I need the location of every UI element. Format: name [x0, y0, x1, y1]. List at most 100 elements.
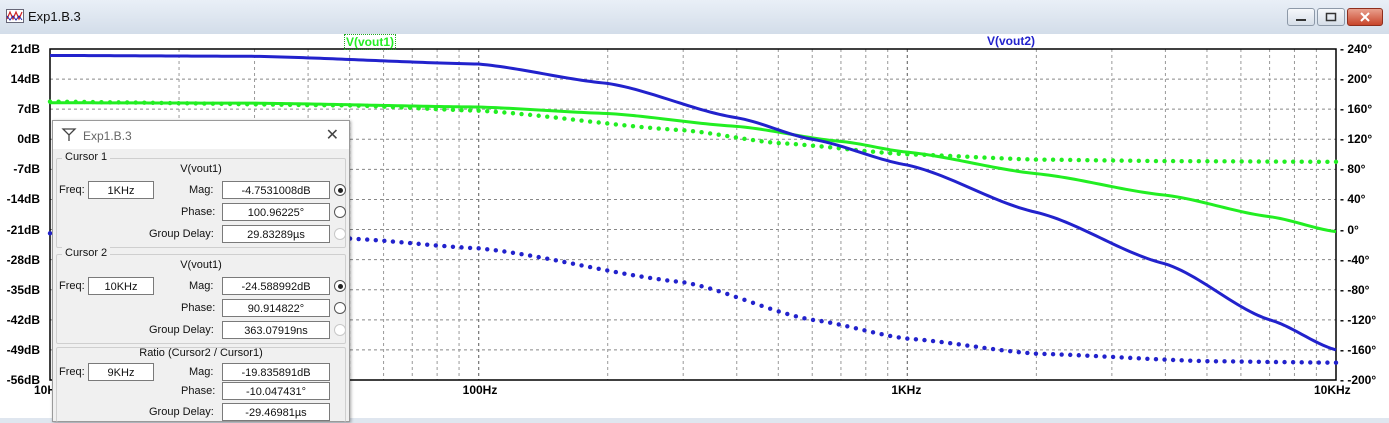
cursor2-trace: V(vout1): [180, 259, 222, 271]
trace-3-phase-point: [562, 259, 567, 265]
trace-1-phase-point: [73, 99, 78, 105]
trace-1-phase-point: [656, 126, 661, 131]
trace-1-phase-point: [605, 121, 610, 126]
trace-3-phase-point: [527, 253, 533, 258]
trace-3-phase-point: [716, 289, 721, 294]
maximize-button[interactable]: [1317, 8, 1345, 26]
trace-3-phase-point: [519, 251, 524, 257]
cursor1-gd-field[interactable]: 29.83289µs: [222, 225, 330, 243]
trace-3-phase-point: [433, 243, 438, 248]
cursor1-freq-field[interactable]: 1KHz: [88, 181, 154, 199]
trace-1-phase-point: [690, 128, 696, 134]
trace-1-phase-point: [1016, 156, 1021, 162]
trace-1-phase-point: [596, 120, 601, 125]
cursor2-group: Cursor 2 V(vout1) Freq: 10KHz Mag: -24.5…: [56, 247, 346, 344]
trace-3-phase-point: [1273, 359, 1279, 365]
trace-3-phase-point: [742, 297, 747, 303]
cursor1-gd-radio[interactable]: [334, 228, 346, 240]
trace-3-phase-point: [442, 243, 447, 249]
trace-3-phase-point: [1162, 357, 1167, 362]
trace-1-phase-point: [425, 106, 430, 111]
right-axis-tick-label: - 40°: [1340, 192, 1366, 207]
trace-1-phase-point: [416, 106, 421, 111]
trace-3-phase-point: [407, 240, 413, 246]
dialog-close-icon[interactable]: ✕: [325, 127, 339, 144]
trace-1-phase-point: [922, 152, 927, 158]
trace-1-phase-point: [399, 105, 404, 110]
cursor2-mag-radio[interactable]: [334, 280, 346, 292]
dialog-titlebar[interactable]: Exp1.B.3 ✕: [53, 121, 349, 149]
trace-1-phase-point: [1333, 159, 1339, 165]
minimize-button[interactable]: [1287, 8, 1315, 26]
cursor1-mag-field[interactable]: -4.7531008dB: [222, 181, 330, 199]
trace-1-phase-point: [365, 103, 370, 109]
trace-1-phase-point: [1188, 158, 1193, 164]
trace-1-phase-point: [1308, 159, 1313, 164]
cursor2-freq-field[interactable]: 10KHz: [88, 277, 154, 295]
trace-1-phase-point: [1248, 159, 1253, 164]
trace-3-phase-point: [459, 245, 464, 250]
ratio-mag-field[interactable]: -19.835891dB: [222, 363, 330, 381]
left-axis-tick-label: -56dB: [6, 373, 40, 387]
trace-3-phase-point: [793, 314, 799, 319]
left-axis-tick-label: 7dB: [17, 102, 40, 117]
trace-3-phase-point: [1213, 359, 1219, 364]
trace-3-phase-point: [1188, 358, 1193, 363]
cursor1-mag-radio[interactable]: [334, 184, 346, 196]
trace-3-phase-point: [939, 339, 944, 345]
cursor2-phase-field[interactable]: 90.914822°: [222, 299, 330, 317]
trace-1-phase-point: [279, 102, 284, 107]
trace-2-magnitude-line[interactable]: [49, 53, 1337, 352]
trace-1-phase-point: [502, 110, 507, 115]
ratio-freq-field[interactable]: 9KHz: [88, 363, 154, 381]
cursor2-mag-label: Mag:: [189, 280, 214, 292]
trace-1-phase-point: [493, 109, 499, 115]
ratio-phase-field[interactable]: -10.047431°: [222, 382, 330, 400]
trace-1-phase-point: [1076, 157, 1082, 163]
right-axis-tick-label: - -80°: [1340, 282, 1370, 297]
trace-1-phase-point: [202, 101, 207, 106]
x-axis-tick-label: 100Hz: [462, 383, 498, 397]
trace-3-phase-point: [913, 337, 919, 342]
trace-1-phase-point: [999, 156, 1004, 161]
trace-3-phase-point: [425, 242, 430, 247]
trace-1-phase-point: [545, 114, 550, 119]
trace-3-phase-point: [1316, 360, 1322, 365]
trace-label-vout1[interactable]: V(vout1): [344, 34, 396, 50]
trace-3-phase-point: [810, 317, 816, 323]
trace-1-phase-point: [1265, 159, 1270, 164]
trace-1-phase-point: [124, 100, 130, 105]
ratio-gd-field[interactable]: -29.46981µs: [222, 403, 330, 421]
trace-3-phase-point: [785, 311, 790, 317]
trace-1-phase-point: [184, 101, 190, 106]
trace-1-phase-point: [570, 117, 576, 122]
cursor1-trace: V(vout1): [180, 163, 222, 175]
trace-1-phase-point: [1162, 158, 1167, 164]
trace-3-phase-point: [1093, 353, 1099, 359]
cursor2-mag-field[interactable]: -24.588992dB: [222, 277, 330, 295]
window-titlebar[interactable]: Exp1.B.3: [0, 0, 1389, 35]
cursor2-phase-radio[interactable]: [334, 302, 346, 314]
trace-1-phase-point: [948, 153, 953, 159]
trace-3-phase-point: [536, 254, 541, 260]
cursor1-phase-radio[interactable]: [334, 206, 346, 218]
trace-3-phase-point: [690, 281, 696, 287]
trace-label-vout2[interactable]: V(vout2): [987, 34, 1035, 48]
trace-3-phase-point: [1308, 360, 1313, 365]
close-window-button[interactable]: [1347, 8, 1383, 26]
cursor1-group: Cursor 1 V(vout1) Freq: 1KHz Mag: -4.753…: [56, 151, 346, 248]
trace-1-phase-point: [390, 104, 396, 110]
cursor2-gd-radio[interactable]: [334, 324, 346, 336]
trace-1-phase-point: [776, 140, 781, 146]
trace-1-phase-point: [1290, 159, 1296, 164]
right-axis-tick-label: - 80°: [1340, 162, 1366, 177]
cursor2-gd-field[interactable]: 363.07919ns: [222, 321, 330, 339]
cursor1-phase-field[interactable]: 100.96225°: [222, 203, 330, 221]
trace-3-phase-point: [819, 318, 824, 324]
trace-1-phase-point: [647, 125, 653, 131]
trace-1-phase-point: [1128, 158, 1133, 163]
trace-1-phase-point: [193, 101, 198, 106]
left-axis-tick-label: 0dB: [17, 132, 40, 147]
cursor-info-dialog[interactable]: Exp1.B.3 ✕ Cursor 1 V(vout1) Freq: 1KHz …: [52, 120, 350, 422]
trace-3-phase-point: [905, 336, 910, 341]
